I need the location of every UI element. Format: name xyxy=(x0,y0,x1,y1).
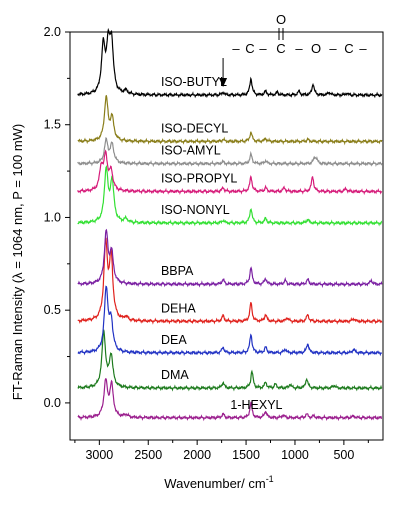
series-label-dma: DMA xyxy=(161,368,189,382)
series-label-iso-decyl: ISO-DECYL xyxy=(161,121,228,135)
spectrum-line-iso-butyl xyxy=(77,27,383,99)
spectrum-line-deha xyxy=(77,237,383,325)
y-tick-label: 1.5 xyxy=(44,118,61,132)
structure-glyph: – xyxy=(329,41,337,56)
series-label-bbpa: BBPA xyxy=(161,264,194,278)
series-label-iso-nonyl: ISO-NONYL xyxy=(161,203,230,217)
structure-glyph: – xyxy=(295,41,303,56)
x-tick-label: 1000 xyxy=(281,448,309,462)
spectrum-line-iso-nonyl xyxy=(77,164,383,227)
x-tick-label: 3000 xyxy=(85,448,113,462)
spectrum-line-bbpa xyxy=(77,228,383,289)
series-label-iso-propyl: ISO-PROPYL xyxy=(161,172,237,186)
y-tick-label: 0.0 xyxy=(44,396,61,410)
structure-glyph: C xyxy=(276,41,285,56)
structure-glyph: – xyxy=(259,41,267,56)
ester-structure-annotation: – C – C – O – C –O xyxy=(219,12,367,87)
plot-layer xyxy=(77,27,383,422)
series-label-deha: DEHA xyxy=(161,301,196,315)
structure-glyph: – xyxy=(359,41,367,56)
series-label-iso-butyl: ISO-BUTYL xyxy=(161,75,227,89)
series-label-1-hexyl: 1-HEXYL xyxy=(230,398,282,412)
carbonyl-arrow-head xyxy=(219,78,228,87)
spectrum-line-dea xyxy=(77,285,382,357)
structure-glyph: – xyxy=(232,41,240,56)
x-axis-title-text: Wavenumber/ cm xyxy=(164,476,265,491)
spectrum-line-iso-decyl xyxy=(77,94,383,146)
plot-frame xyxy=(69,31,384,441)
series-label-iso-amyl: ISO-AMYL xyxy=(161,144,221,158)
spectrum-line-dma xyxy=(77,329,383,392)
structure-glyph: C xyxy=(344,41,353,56)
x-axis-title: Wavenumber/ cm-1 xyxy=(164,474,273,491)
carbonyl-oxygen: O xyxy=(276,12,286,27)
series-labels: 1-HEXYL DMA DEA DEHA BBPA ISO-NONYL ISO-PROPYL… xyxy=(161,75,283,412)
y-tick-label: 2.0 xyxy=(44,25,61,39)
spectrum-line-iso-amyl xyxy=(77,137,383,168)
y-axis-title: FT-Raman Intensity (λ = 1064 nm, P = 100… xyxy=(10,124,25,400)
axes: 3000 2500 2000 1500 1000 500 0.0 0.5 1.0 1.5 2.0 xyxy=(44,25,384,462)
structure-glyph: C xyxy=(245,41,254,56)
x-axis-title-exponent: -1 xyxy=(266,474,274,484)
y-tick-label: 1.0 xyxy=(44,210,61,224)
x-tick-label: 500 xyxy=(333,448,354,462)
x-tick-label: 1500 xyxy=(232,448,260,462)
x-tick-label: 2500 xyxy=(134,448,162,462)
spectrum-line-iso-propyl xyxy=(77,149,383,196)
structure-glyph: O xyxy=(311,41,321,56)
y-tick-label: 0.5 xyxy=(44,303,61,317)
x-tick-label: 2000 xyxy=(183,448,211,462)
series-label-dea: DEA xyxy=(161,333,187,347)
spectrum-line-1-hexyl xyxy=(77,378,383,422)
